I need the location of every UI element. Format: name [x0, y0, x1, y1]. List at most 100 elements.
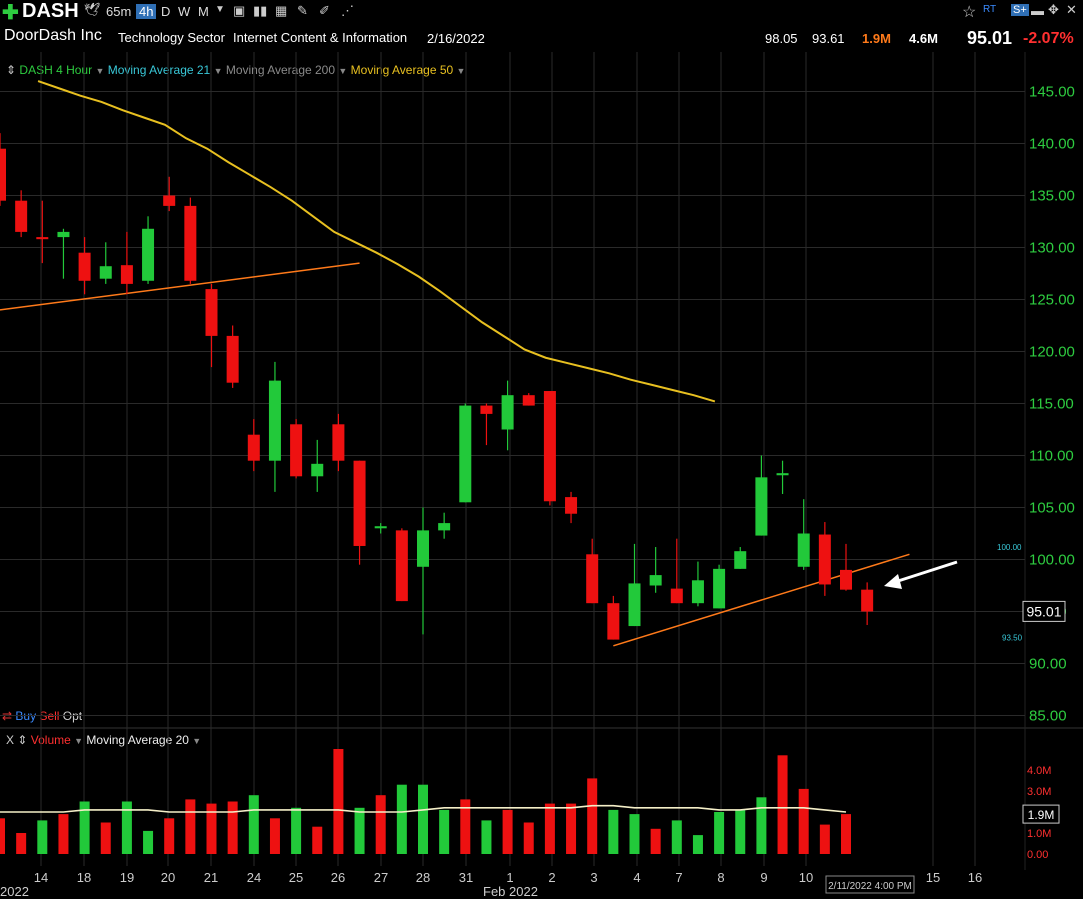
volume-bar	[227, 801, 238, 854]
candle-body	[417, 530, 429, 567]
legend-ma200[interactable]: Moving Average 200	[225, 63, 336, 77]
volume-bar	[333, 749, 344, 854]
trade-icon[interactable]: ⇄	[2, 709, 13, 723]
volume-bar	[756, 797, 767, 854]
volume-last-label: 1.9M	[1028, 808, 1055, 822]
legend-ma50-dropdown-icon[interactable]: ▼	[456, 66, 466, 76]
volume-expand-icon[interactable]: ⇕	[17, 733, 28, 747]
volume-bar	[121, 801, 132, 854]
candle-body	[205, 289, 218, 336]
volume-bar	[269, 818, 280, 854]
timeframe-w[interactable]: W	[178, 4, 191, 19]
volume-bar	[671, 820, 682, 854]
volume-close-button[interactable]: X	[6, 733, 15, 747]
volume-ma20-line	[0, 804, 847, 813]
time-tick-label: 25	[289, 870, 303, 885]
save-icon[interactable]: ▬	[1031, 3, 1044, 18]
price-tick-label: 145.00	[1029, 84, 1075, 101]
time-tick-label: 18	[77, 870, 91, 885]
candle-body	[459, 405, 472, 503]
volume-tick-label: 3.0M	[1027, 786, 1051, 798]
volume-dropdown-icon[interactable]: ▼	[74, 736, 84, 746]
crosshair-date-label: 2/11/2022 4:00 PM	[828, 881, 912, 892]
volume-bar	[650, 828, 661, 854]
close-icon[interactable]: ✕	[1066, 2, 1077, 17]
volume-bar	[735, 809, 746, 854]
ticker-symbol[interactable]: DASH	[22, 0, 79, 22]
timeframe-dropdown-icon[interactable]: ▼	[215, 4, 225, 15]
candle-body	[691, 580, 704, 604]
volume-bar	[79, 801, 90, 854]
candle-body	[15, 200, 28, 232]
legend-ma50[interactable]: Moving Average 50	[350, 63, 454, 77]
legend-symbol-dropdown-icon[interactable]: ▼	[95, 66, 105, 76]
pen-icon[interactable]: ✎	[297, 3, 308, 18]
add-icon[interactable]: ✚	[2, 2, 19, 24]
realtime-icon[interactable]: RT	[983, 4, 997, 15]
trend-lines	[0, 262, 910, 647]
timeframe-m[interactable]: M	[198, 4, 209, 19]
star-icon[interactable]: ☆	[962, 4, 977, 21]
time-tick-label: 4	[633, 870, 640, 885]
time-tick-label: 20	[161, 870, 175, 885]
bird-icon[interactable]: 🕊	[84, 2, 101, 17]
last-price-label: 95.01	[1026, 603, 1061, 619]
candle-body	[120, 265, 133, 284]
sell-button[interactable]: Sell	[39, 709, 60, 723]
time-tick-label: 31	[459, 870, 473, 885]
volume-bar	[629, 814, 640, 854]
timeframe-65m[interactable]: 65m	[106, 4, 132, 19]
buy-button[interactable]: Buy	[15, 709, 37, 723]
volume-bar	[16, 833, 27, 854]
legend-ma21[interactable]: Moving Average 21	[107, 63, 211, 77]
candle-body	[332, 424, 345, 461]
time-tick-label: 3	[590, 870, 597, 885]
volume-tick-label: 0.00	[1027, 849, 1048, 861]
calculator-icon[interactable]: ▦	[275, 3, 288, 18]
time-tick-label: 15	[926, 870, 940, 885]
candle-body	[713, 568, 726, 609]
time-tick-label: 19	[120, 870, 134, 885]
bar-chart-icon[interactable]: ▮▮	[253, 3, 268, 18]
draw-icon[interactable]: ✐	[319, 3, 330, 18]
candle-body	[543, 391, 556, 502]
volume-bar	[418, 784, 428, 854]
legend-ma200-dropdown-icon[interactable]: ▼	[338, 66, 348, 76]
legend-ma21-dropdown-icon[interactable]: ▼	[213, 66, 223, 76]
industry-link[interactable]: Internet Content & Information	[233, 30, 408, 45]
share-icon[interactable]: ⋰	[341, 3, 354, 18]
volume-bar	[460, 799, 471, 854]
candle-body	[99, 266, 112, 279]
year-label: 2022	[0, 884, 29, 899]
crosshair-date-box	[825, 875, 915, 894]
volume-bar	[502, 809, 513, 854]
chart-type-icon[interactable]: ▣	[233, 3, 246, 18]
sector-link[interactable]: Technology Sector	[118, 30, 225, 45]
volume-tick-label: 2.0M	[1027, 807, 1051, 819]
volume-bar	[777, 755, 788, 854]
expand-icon[interactable]: ⇕	[6, 63, 17, 77]
move-icon[interactable]: ✥	[1048, 2, 1059, 17]
volume-ma-dropdown-icon[interactable]: ▼	[192, 736, 202, 746]
legend-symbol[interactable]: DASH 4 Hour	[19, 63, 93, 77]
volume-tick-label: 1.0M	[1027, 828, 1051, 840]
timeframe-4h[interactable]: 4h	[136, 4, 157, 19]
candle-body	[78, 252, 91, 281]
candle-body	[438, 523, 451, 531]
s-plus-icon[interactable]: S+	[1011, 4, 1029, 16]
volume-ma-label[interactable]: Moving Average 20	[86, 733, 189, 747]
candle-body	[586, 554, 599, 604]
price-tick-label: 85.00	[1029, 708, 1067, 725]
volume-bars	[0, 749, 851, 854]
volume-bar	[164, 818, 175, 854]
price-tick-label: 100.00	[1029, 552, 1075, 569]
candle-body	[184, 205, 197, 281]
volume-last-box	[1022, 804, 1060, 824]
volume-label[interactable]: Volume	[30, 733, 71, 747]
options-button[interactable]: Opt	[62, 709, 83, 723]
candle-body	[395, 530, 408, 602]
time-tick-label: 2	[548, 870, 555, 885]
price-tick-label: 130.00	[1029, 240, 1075, 257]
timeframe-d[interactable]: D	[161, 4, 171, 19]
